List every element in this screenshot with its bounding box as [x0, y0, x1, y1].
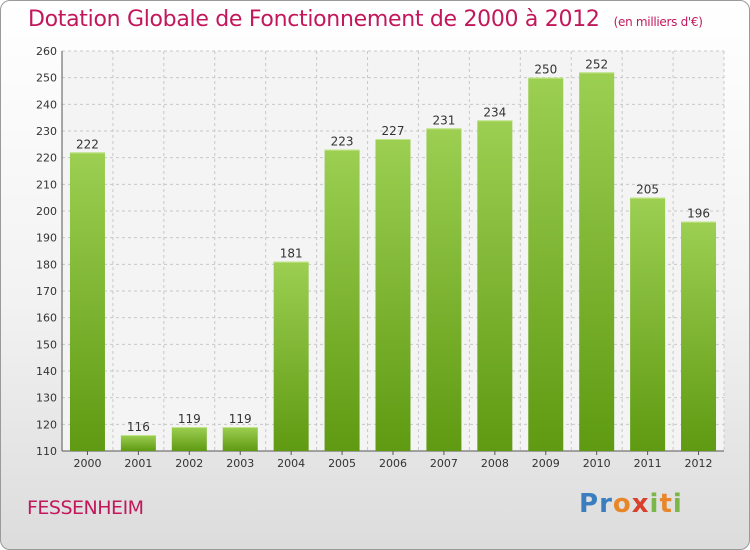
- x-tick-label: 2010: [583, 457, 611, 470]
- data-label: 119: [178, 412, 201, 426]
- bar: [375, 139, 411, 451]
- data-label: 205: [636, 183, 659, 197]
- y-tick-label: 220: [36, 152, 57, 165]
- data-label: 223: [331, 135, 354, 149]
- bar: [426, 128, 462, 451]
- y-tick-label: 120: [36, 418, 57, 431]
- bar: [171, 427, 207, 451]
- x-tick-label: 2009: [532, 457, 560, 470]
- x-tick-label: 2006: [379, 457, 407, 470]
- y-tick-label: 240: [36, 98, 57, 111]
- bar: [681, 221, 717, 451]
- chart-title: Dotation Globale de Fonctionnement de 20…: [28, 7, 703, 32]
- data-label: 196: [687, 207, 710, 221]
- bar: [528, 77, 564, 452]
- proxiti-logo: Proxiti: [579, 489, 683, 519]
- data-label: 252: [585, 57, 608, 71]
- y-tick-label: 190: [36, 232, 57, 245]
- y-tick-label: 230: [36, 125, 57, 138]
- bar: [222, 427, 258, 451]
- y-tick-label: 200: [36, 205, 57, 218]
- y-tick-label: 150: [36, 338, 57, 351]
- y-tick-label: 260: [36, 45, 57, 58]
- x-tick-label: 2008: [481, 457, 509, 470]
- data-label: 234: [483, 105, 506, 119]
- y-tick-label: 210: [36, 178, 57, 191]
- bar: [630, 197, 666, 451]
- y-tick-label: 180: [36, 258, 57, 271]
- bar: [120, 435, 156, 451]
- bar: [324, 149, 360, 451]
- city-name: FESSENHEIM: [27, 497, 144, 519]
- y-tick-label: 140: [36, 365, 57, 378]
- data-label: 119: [229, 412, 252, 426]
- x-tick-label: 2004: [277, 457, 305, 470]
- x-tick-label: 2005: [328, 457, 356, 470]
- x-tick-label: 2012: [685, 457, 713, 470]
- bar: [579, 72, 615, 451]
- x-tick-label: 2000: [73, 457, 101, 470]
- y-tick-label: 110: [36, 445, 57, 458]
- data-label: 231: [432, 113, 455, 127]
- data-label: 227: [382, 124, 405, 138]
- x-tick-label: 2007: [430, 457, 458, 470]
- y-tick-label: 160: [36, 312, 57, 325]
- x-tick-label: 2001: [124, 457, 152, 470]
- y-tick-label: 170: [36, 285, 57, 298]
- data-label: 222: [76, 137, 99, 151]
- data-label: 116: [127, 420, 150, 434]
- data-label: 181: [280, 247, 303, 261]
- y-tick-label: 250: [36, 72, 57, 85]
- data-label: 250: [534, 63, 557, 77]
- chart-title-text: Dotation Globale de Fonctionnement de 20…: [28, 7, 600, 32]
- x-tick-label: 2003: [226, 457, 254, 470]
- bar: [69, 152, 105, 452]
- x-tick-label: 2002: [175, 457, 203, 470]
- bar: [477, 120, 513, 451]
- chart-subtitle: (en milliers d'€): [613, 15, 703, 29]
- x-tick-label: 2011: [634, 457, 662, 470]
- y-tick-label: 130: [36, 392, 57, 405]
- bar: [273, 261, 309, 451]
